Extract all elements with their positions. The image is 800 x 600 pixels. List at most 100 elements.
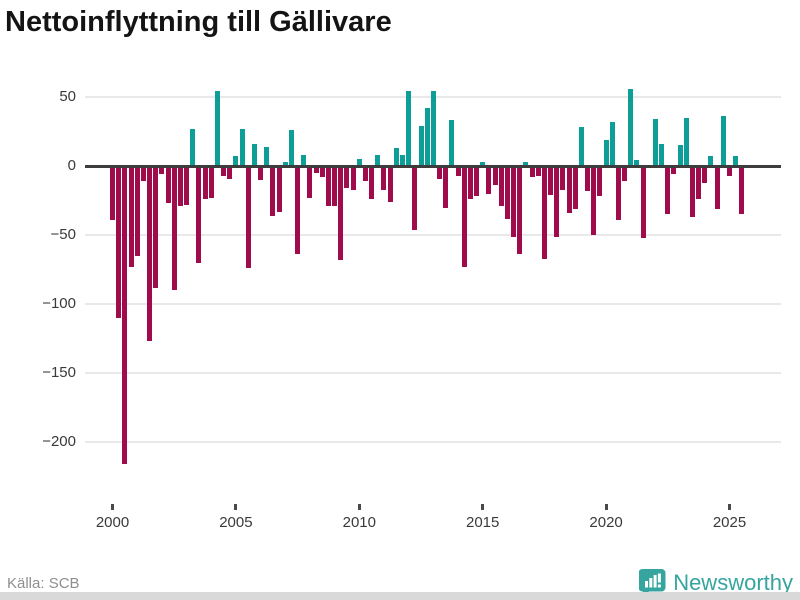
bar-negative: [696, 167, 702, 200]
newsworthy-wordmark: Newsworthy: [673, 569, 793, 595]
y-axis-label: 0: [67, 157, 76, 174]
bar-negative: [270, 167, 276, 216]
y-gridline: [85, 303, 781, 305]
bar-negative: [147, 167, 153, 342]
bottom-band: [0, 592, 800, 600]
bar-positive: [603, 139, 609, 166]
bar-negative: [597, 167, 603, 197]
bar-negative: [295, 167, 301, 255]
x-axis-label: 2005: [219, 514, 253, 531]
y-axis-label: 50: [59, 88, 76, 105]
bar-negative: [615, 167, 621, 220]
bar-positive: [406, 91, 412, 166]
bar-negative: [276, 167, 282, 212]
bar-negative: [714, 167, 720, 209]
bar-negative: [227, 167, 233, 179]
bar-negative: [122, 167, 128, 465]
bar-positive: [301, 154, 307, 166]
bar-positive: [214, 91, 220, 166]
bar-negative: [338, 167, 344, 260]
y-gridline: [85, 441, 781, 443]
bar-negative: [258, 167, 264, 180]
y-axis-label: −50: [50, 226, 76, 243]
bar-positive: [659, 143, 665, 166]
bar-negative: [504, 167, 510, 219]
bar-positive: [523, 161, 529, 166]
bar-positive: [733, 156, 739, 166]
bar-negative: [548, 167, 554, 196]
y-axis-label: −150: [42, 364, 76, 381]
bar-negative: [689, 167, 695, 218]
newsworthy-logo: Newsworthy: [638, 568, 793, 597]
x-axis-label: 2000: [95, 514, 130, 531]
bar-negative: [245, 167, 251, 269]
x-axis-label: 2020: [589, 514, 623, 531]
bar-negative: [492, 167, 498, 186]
bar-negative: [128, 167, 134, 267]
y-axis-label: −100: [42, 295, 76, 312]
bar-positive: [288, 130, 294, 166]
bar-negative: [585, 167, 591, 191]
bar-negative: [640, 167, 646, 238]
bar-negative: [177, 167, 183, 207]
bar-negative: [727, 167, 732, 176]
bar-positive: [399, 154, 405, 166]
bar-negative: [511, 167, 517, 237]
bar-positive: [677, 145, 683, 166]
x-axis-tick: [111, 504, 114, 510]
bar-negative: [381, 167, 387, 190]
source-label: Källa: SCB: [7, 575, 80, 592]
bar-negative: [474, 167, 480, 197]
bar-negative: [671, 167, 677, 175]
bar-negative: [344, 167, 350, 189]
x-axis-tick: [481, 504, 485, 510]
bar-positive: [356, 159, 362, 166]
bar-negative: [153, 167, 159, 288]
x-axis-label: 2025: [712, 514, 747, 531]
bar-positive: [282, 161, 288, 166]
bar-negative: [202, 167, 208, 200]
bar-positive: [233, 156, 239, 166]
bar-negative: [554, 167, 560, 237]
bar-chart-bubble-icon: [638, 568, 666, 597]
x-axis-label: 2010: [342, 514, 376, 531]
bar-negative: [412, 167, 418, 230]
bar-negative: [140, 167, 146, 182]
bar-positive: [251, 143, 257, 166]
bar-negative: [622, 167, 628, 182]
bar-negative: [461, 167, 467, 267]
bar-negative: [196, 167, 202, 263]
bar-positive: [720, 116, 726, 166]
bar-negative: [517, 167, 523, 255]
bar-negative: [313, 167, 319, 174]
bar-negative: [332, 167, 338, 207]
bar-negative: [665, 167, 671, 215]
bar-positive: [628, 88, 634, 166]
bar-negative: [498, 167, 504, 207]
bar-positive: [652, 119, 658, 166]
bar-negative: [208, 167, 214, 198]
y-axis-label: −200: [42, 433, 76, 450]
bar-positive: [609, 121, 615, 166]
bar-positive: [683, 117, 689, 166]
chart-title: Nettoinflyttning till Gällivare: [5, 6, 392, 38]
bar-negative: [165, 167, 171, 204]
bar-positive: [424, 108, 430, 166]
bar-negative: [134, 167, 140, 256]
bar-positive: [190, 128, 196, 166]
bar-negative: [319, 167, 325, 178]
bar-positive: [578, 127, 584, 166]
bar-negative: [566, 167, 572, 214]
bar-negative: [739, 167, 745, 215]
bar-negative: [591, 167, 597, 236]
bar-negative: [116, 167, 122, 318]
bar-positive: [480, 161, 486, 166]
bar-positive: [239, 128, 245, 166]
bar-negative: [325, 167, 331, 207]
bar-negative: [159, 167, 165, 175]
y-gridline: [85, 234, 781, 236]
bar-positive: [449, 120, 455, 166]
bar-negative: [171, 167, 177, 291]
bar-positive: [393, 148, 399, 166]
